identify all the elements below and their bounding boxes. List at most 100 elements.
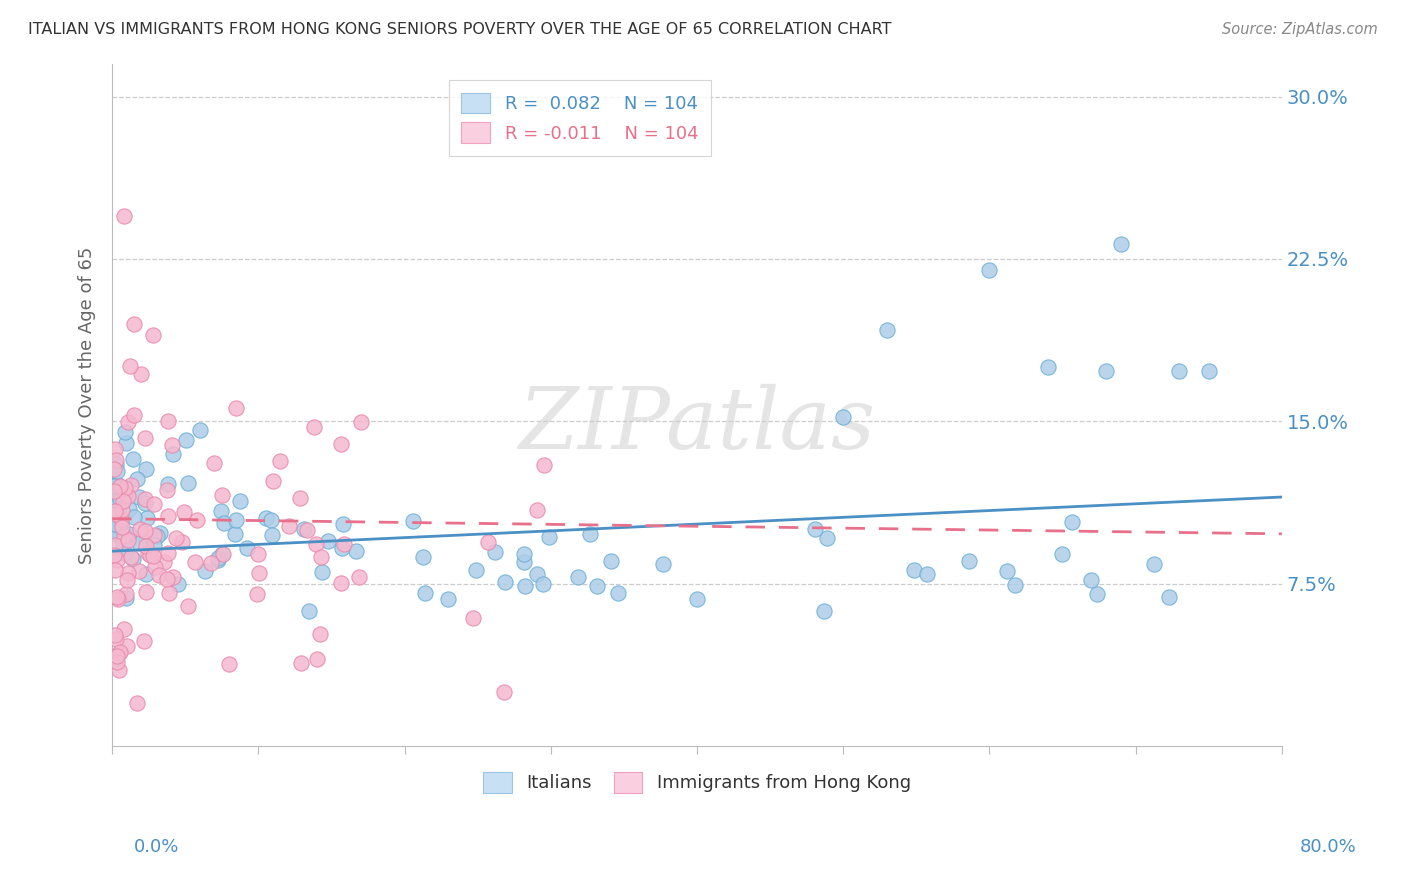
Point [412, 549, 434, 564]
Point [104, 504, 127, 518]
Text: 80.0%: 80.0% [1301, 838, 1357, 856]
Point [122, 552, 145, 566]
Point [295, 523, 318, 537]
Point [915, 567, 938, 582]
Point [105, 464, 128, 478]
Point [236, 541, 259, 555]
Point [134, 496, 156, 510]
Point [160, 438, 183, 452]
Point [813, 604, 835, 618]
Point [135, 533, 157, 547]
Point [117, 566, 139, 580]
Point [200, 556, 222, 570]
Point [129, 367, 152, 381]
Point [533, 458, 555, 472]
Point [173, 505, 195, 519]
Point [1050, 547, 1073, 561]
Point [957, 554, 980, 568]
Point [262, 527, 284, 541]
Point [103, 525, 125, 540]
Point [305, 652, 328, 666]
Point [174, 434, 197, 448]
Point [110, 545, 132, 559]
Point [402, 514, 425, 528]
Point [211, 547, 233, 561]
Point [107, 518, 129, 533]
Point [139, 549, 162, 563]
Point [254, 511, 277, 525]
Point [146, 529, 169, 543]
Point [515, 579, 537, 593]
Point [111, 494, 134, 508]
Legend: Italians, Immigrants from Hong Kong: Italians, Immigrants from Hong Kong [471, 759, 924, 805]
Point [309, 549, 332, 564]
Point [903, 563, 925, 577]
Point [218, 657, 240, 671]
Point [330, 541, 353, 556]
Point [103, 549, 125, 563]
Point [162, 447, 184, 461]
Point [107, 592, 129, 607]
Point [979, 262, 1001, 277]
Point [115, 574, 138, 588]
Point [112, 209, 135, 223]
Point [194, 565, 217, 579]
Point [127, 472, 149, 486]
Point [128, 564, 150, 578]
Point [290, 656, 312, 670]
Point [134, 524, 156, 539]
Point [1143, 558, 1166, 572]
Point [207, 551, 229, 566]
Point [202, 456, 225, 470]
Point [105, 453, 128, 467]
Point [349, 570, 371, 584]
Point [128, 535, 150, 549]
Point [305, 537, 328, 551]
Point [526, 503, 548, 517]
Point [105, 591, 128, 605]
Point [211, 547, 233, 561]
Point [143, 538, 166, 552]
Point [492, 685, 515, 699]
Point [464, 563, 486, 577]
Point [209, 504, 232, 518]
Point [112, 534, 135, 549]
Point [104, 507, 127, 521]
Point [149, 526, 172, 541]
Point [135, 584, 157, 599]
Point [436, 592, 458, 607]
Point [177, 599, 200, 613]
Point [124, 408, 146, 422]
Point [162, 570, 184, 584]
Point [311, 566, 333, 580]
Point [117, 533, 139, 548]
Point [134, 431, 156, 445]
Point [1157, 590, 1180, 604]
Point [125, 696, 148, 710]
Point [105, 553, 128, 567]
Point [225, 401, 247, 415]
Point [461, 611, 484, 625]
Point [512, 547, 534, 561]
Point [599, 553, 621, 567]
Point [112, 529, 135, 543]
Point [1095, 364, 1118, 378]
Point [148, 568, 170, 582]
Point [247, 566, 270, 581]
Point [142, 549, 165, 564]
Point [586, 579, 609, 593]
Point [537, 530, 560, 544]
Point [132, 634, 155, 648]
Point [115, 587, 138, 601]
Text: ITALIAN VS IMMIGRANTS FROM HONG KONG SENIORS POVERTY OVER THE AGE OF 65 CORRELAT: ITALIAN VS IMMIGRANTS FROM HONG KONG SEN… [28, 22, 891, 37]
Point [103, 479, 125, 493]
Point [207, 553, 229, 567]
Point [114, 591, 136, 606]
Point [128, 522, 150, 536]
Point [225, 512, 247, 526]
Point [995, 565, 1018, 579]
Point [247, 547, 270, 561]
Point [578, 527, 600, 541]
Point [288, 491, 311, 505]
Point [110, 516, 132, 530]
